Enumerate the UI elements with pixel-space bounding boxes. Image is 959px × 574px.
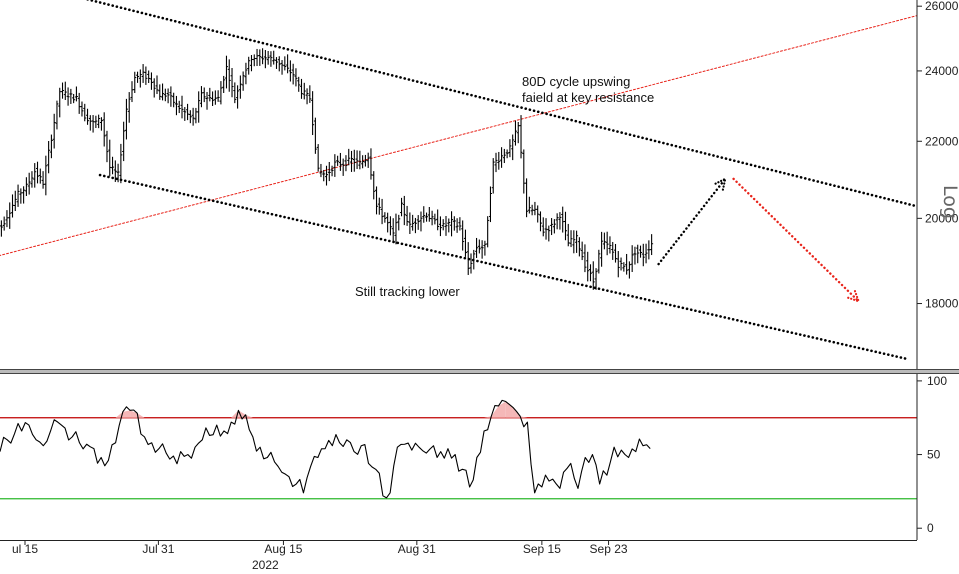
red-trendline [0,15,918,256]
x-tick-label: Sep 15 [523,542,561,556]
overbought-fill [484,416,492,418]
overbought-fill [505,401,513,418]
log-axis-title: Log [939,185,959,219]
projection-up-arrowhead [714,176,727,191]
channel-lower-line [98,173,910,361]
axes: 26000 24000 22000 20000 18000 100 50 0 ul 15 Jul … [0,0,959,556]
x-tick-label: Aug 31 [398,542,436,556]
channel-upper-line [84,0,919,208]
overbought-fill [130,410,138,418]
price-y-tick-label: 22000 [925,134,959,148]
price-y-tick-label: 20000 [925,211,959,225]
projection-down-arrowhead [847,289,861,304]
overbought-fill [491,405,499,418]
overbought-fill [137,413,145,418]
price-y-tick-label: 24000 [925,64,959,78]
overbought-fill [122,410,131,418]
price-y-tick-label: 18000 [925,297,959,311]
overbought-fill [245,414,253,418]
osc-y-tick-label: 0 [927,521,934,535]
trend-lines [0,0,919,361]
x-tick-label: Jul 31 [142,542,174,556]
x-tick-label: ul 15 [12,542,38,556]
chart-labels: 80D cycle upswing faield at key resistan… [252,74,959,572]
price-y-tick-label: 26000 [925,0,959,13]
x-tick-label: Sep 23 [590,542,628,556]
price-bars [0,48,654,290]
x-tick-label: Aug 15 [264,542,302,556]
osc-y-tick-label: 50 [927,448,941,462]
oscillator-panel [0,399,917,500]
oscillator-line [0,399,651,499]
x-year-label: 2022 [252,558,279,572]
overbought-fill [498,401,506,418]
overbought-fill [520,416,528,418]
annotation-resistance-line2: faield at key resistance [522,90,654,105]
panel-separator [0,369,959,374]
osc-y-tick-label: 100 [927,374,947,388]
annotation-tracking-lower: Still tracking lower [355,284,460,299]
annotation-resistance-line1: 80D cycle upswing [522,74,630,89]
projection-down-line [732,177,860,303]
overbought-fill [115,411,123,418]
projection-up-line [657,177,727,266]
